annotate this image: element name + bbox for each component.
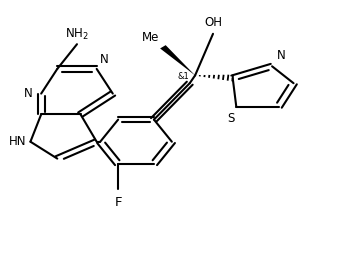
Text: F: F bbox=[115, 196, 122, 209]
Text: NH$_2$: NH$_2$ bbox=[65, 27, 89, 42]
Text: OH: OH bbox=[204, 16, 222, 29]
Text: N: N bbox=[276, 49, 285, 62]
Text: N: N bbox=[100, 53, 108, 66]
Text: HN: HN bbox=[9, 135, 27, 148]
Text: Me: Me bbox=[142, 31, 159, 44]
Polygon shape bbox=[160, 45, 195, 75]
Text: &1: &1 bbox=[177, 72, 189, 81]
Text: N: N bbox=[24, 87, 32, 100]
Text: S: S bbox=[227, 112, 234, 125]
